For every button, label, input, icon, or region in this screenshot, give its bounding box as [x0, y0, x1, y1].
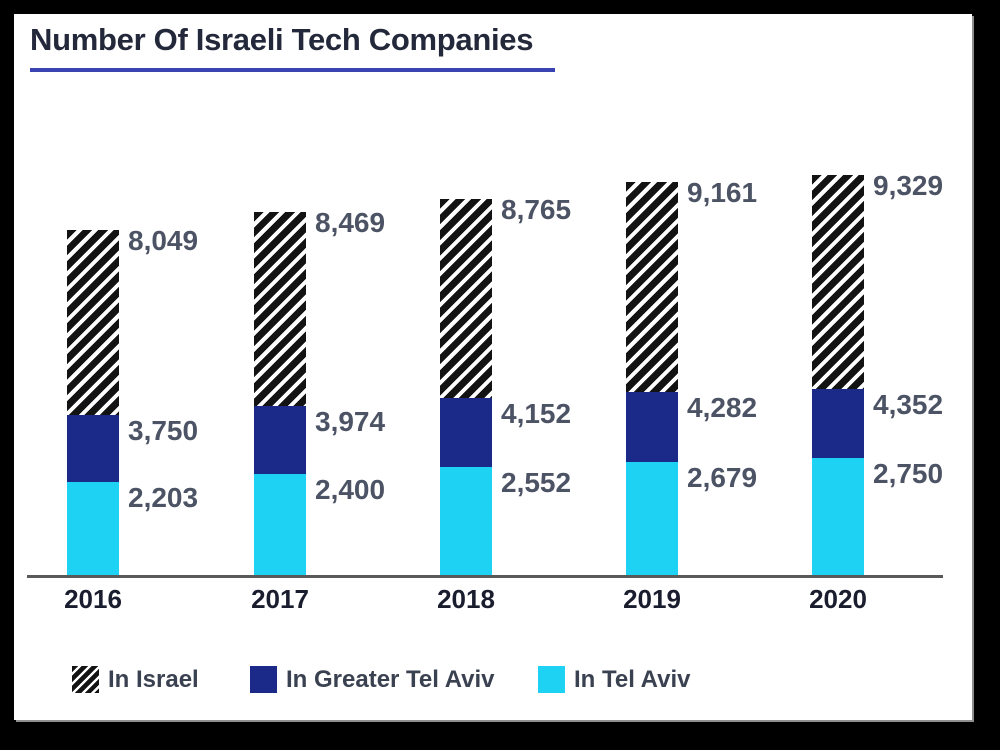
bar-segment-in-israel-2016: [67, 230, 119, 416]
value-label-total-2017: 8,469: [315, 206, 386, 238]
legend-item-in-israel: In Israel: [72, 666, 199, 693]
value-label-greater-2020: 4,352: [873, 389, 944, 421]
value-label-greater-2019: 4,282: [687, 392, 758, 424]
value-label-telaviv-2017: 2,400: [315, 473, 386, 505]
value-label-greater-2018: 4,152: [501, 398, 572, 430]
legend-swatch-cyan-icon: [538, 666, 565, 693]
legend-label: In Greater Tel Aviv: [286, 665, 495, 693]
value-label-greater-2017: 3,974: [315, 405, 386, 437]
bar-segment-tel-aviv-2016: [67, 482, 119, 577]
bar-segment-greater-tel-aviv-2016: [67, 415, 119, 483]
bar-segment-greater-tel-aviv-2019: [626, 392, 678, 462]
legend-swatch-hatched-icon: [72, 666, 99, 693]
legend-item-in-greater-tel-aviv: In Greater Tel Aviv: [250, 666, 495, 693]
x-axis-line: [27, 575, 943, 578]
legend-label: In Israel: [108, 665, 199, 693]
bar-segment-greater-tel-aviv-2020: [812, 389, 864, 459]
value-label-telaviv-2016: 2,203: [128, 482, 199, 514]
bar-segment-in-israel-2019: [626, 182, 678, 393]
bar-segment-tel-aviv-2020: [812, 458, 864, 577]
x-axis-label-2017: 2017: [251, 584, 309, 614]
bar-segment-tel-aviv-2018: [440, 467, 492, 577]
chart-card: Number Of Israeli Tech Companies 8,049 3,…: [14, 14, 972, 720]
x-axis-label-2019: 2019: [623, 584, 681, 614]
bar-segment-in-israel-2020: [812, 174, 864, 390]
bar-segment-greater-tel-aviv-2017: [254, 405, 306, 474]
value-label-telaviv-2018: 2,552: [501, 467, 572, 498]
value-label-total-2020: 9,329: [873, 169, 944, 201]
value-label-greater-2016: 3,750: [128, 415, 199, 447]
legend-swatch-navy-icon: [250, 666, 277, 693]
legend-item-in-tel-aviv: In Tel Aviv: [538, 666, 690, 693]
title-underline: [30, 68, 555, 72]
legend-label: In Tel Aviv: [574, 665, 691, 693]
value-label-telaviv-2019: 2,679: [687, 461, 758, 493]
value-label-total-2019: 9,161: [687, 177, 758, 209]
x-axis-label-2018: 2018: [437, 584, 495, 614]
value-label-total-2018: 8,765: [501, 194, 572, 226]
bar-segment-tel-aviv-2017: [254, 473, 306, 577]
bar-segment-tel-aviv-2019: [626, 461, 678, 577]
x-axis-label-2016: 2016: [64, 584, 122, 614]
bar-segment-in-israel-2018: [440, 199, 492, 399]
bar-segment-in-israel-2017: [254, 211, 306, 406]
chart-title: Number Of Israeli Tech Companies: [30, 22, 534, 57]
value-label-total-2016: 8,049: [128, 225, 199, 257]
bar-segment-greater-tel-aviv-2018: [440, 398, 492, 467]
value-label-telaviv-2020: 2,750: [873, 458, 944, 490]
x-axis-label-2020: 2020: [809, 584, 867, 614]
